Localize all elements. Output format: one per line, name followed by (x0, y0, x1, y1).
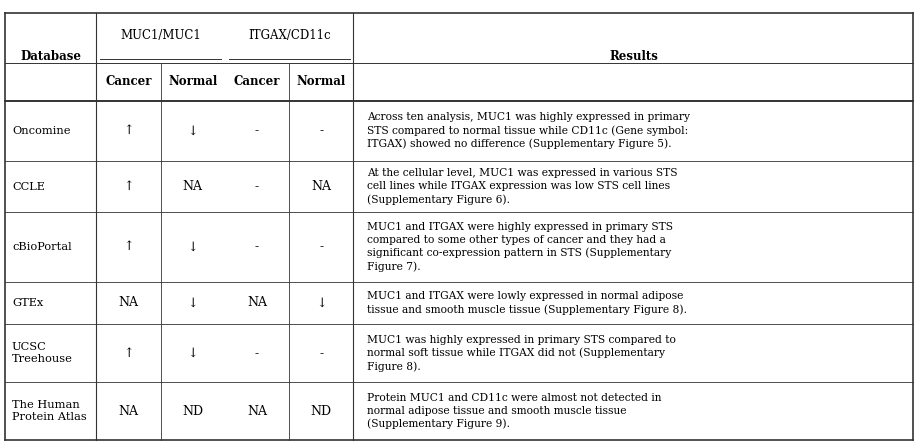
Text: -: - (255, 180, 259, 193)
Text: MUC1/MUC1: MUC1/MUC1 (120, 29, 201, 42)
Text: ND: ND (310, 405, 332, 418)
Text: NA: NA (311, 180, 331, 193)
Text: Cancer: Cancer (106, 75, 151, 88)
Text: cBioPortal: cBioPortal (12, 242, 72, 252)
Text: MUC1 was highly expressed in primary STS compared to
normal soft tissue while IT: MUC1 was highly expressed in primary STS… (367, 334, 676, 372)
Text: Normal: Normal (168, 75, 218, 88)
Text: ↓: ↓ (316, 296, 327, 309)
Text: MUC1 and ITGAX were highly expressed in primary STS
compared to some other types: MUC1 and ITGAX were highly expressed in … (367, 222, 673, 272)
Text: NA: NA (118, 296, 139, 309)
Text: ↑: ↑ (123, 124, 134, 137)
Text: ↓: ↓ (187, 296, 198, 309)
Text: Normal: Normal (297, 75, 346, 88)
Text: Cancer: Cancer (234, 75, 280, 88)
Text: ↑: ↑ (123, 240, 134, 253)
Text: -: - (319, 124, 323, 137)
Text: -: - (255, 124, 259, 137)
Text: -: - (319, 240, 323, 253)
Text: Oncomine: Oncomine (12, 126, 71, 136)
Text: CCLE: CCLE (12, 181, 45, 192)
Text: ND: ND (182, 405, 204, 418)
Text: NA: NA (183, 180, 203, 193)
Text: GTEx: GTEx (12, 298, 43, 308)
Text: ↓: ↓ (187, 240, 198, 253)
Text: -: - (319, 346, 323, 360)
Text: ↑: ↑ (123, 180, 134, 193)
Text: Across ten analysis, MUC1 was highly expressed in primary
STS compared to normal: Across ten analysis, MUC1 was highly exp… (367, 112, 690, 149)
Text: NA: NA (247, 405, 267, 418)
Text: ↓: ↓ (187, 346, 198, 360)
Text: ↑: ↑ (123, 346, 134, 360)
Text: At the cellular level, MUC1 was expressed in various STS
cell lines while ITGAX : At the cellular level, MUC1 was expresse… (367, 169, 677, 205)
Text: The Human
Protein Atlas: The Human Protein Atlas (12, 400, 86, 422)
Text: ITGAX/CD11c: ITGAX/CD11c (248, 29, 330, 42)
Text: MUC1 and ITGAX were lowly expressed in normal adipose
tissue and smooth muscle t: MUC1 and ITGAX were lowly expressed in n… (367, 291, 688, 315)
Text: NA: NA (118, 405, 139, 418)
Text: Protein MUC1 and CD11c were almost not detected in
normal adipose tissue and smo: Protein MUC1 and CD11c were almost not d… (367, 393, 662, 430)
Text: NA: NA (247, 296, 267, 309)
Text: Database: Database (20, 51, 81, 63)
Text: -: - (255, 240, 259, 253)
Text: Results: Results (609, 51, 658, 63)
Text: -: - (255, 346, 259, 360)
Text: ↓: ↓ (187, 124, 198, 137)
Text: UCSC
Treehouse: UCSC Treehouse (12, 342, 73, 364)
